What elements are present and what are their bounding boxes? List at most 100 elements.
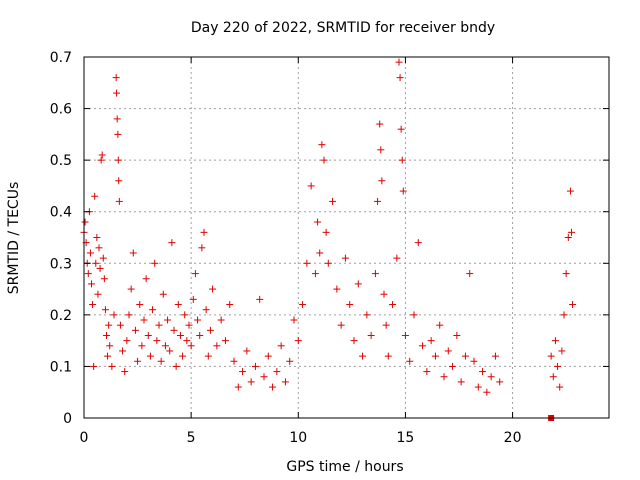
data-point bbox=[256, 295, 264, 303]
data-point bbox=[115, 197, 123, 205]
data-point bbox=[159, 290, 167, 298]
data-point bbox=[174, 301, 182, 309]
data-point bbox=[496, 378, 504, 386]
y-tick-label: 0.3 bbox=[50, 256, 72, 272]
data-point bbox=[157, 357, 165, 365]
data-point bbox=[164, 316, 172, 324]
data-point bbox=[183, 337, 191, 345]
data-point bbox=[202, 306, 210, 314]
data-point bbox=[123, 337, 131, 345]
data-point bbox=[125, 311, 133, 319]
data-point bbox=[341, 254, 349, 262]
y-axis-label: SRMTID / TECUs bbox=[6, 182, 22, 295]
data-point bbox=[127, 285, 135, 293]
data-point bbox=[187, 342, 195, 350]
data-point bbox=[176, 331, 184, 339]
data-point bbox=[558, 347, 566, 355]
data-point bbox=[487, 373, 495, 381]
data-point bbox=[350, 337, 358, 345]
x-tick-label: 15 bbox=[397, 430, 415, 446]
data-point bbox=[170, 326, 178, 334]
grid-lines bbox=[84, 57, 609, 418]
data-point bbox=[113, 89, 121, 97]
data-point bbox=[566, 187, 574, 195]
data-point bbox=[98, 151, 106, 159]
data-point bbox=[378, 177, 386, 185]
data-point bbox=[393, 254, 401, 262]
data-point bbox=[354, 280, 362, 288]
y-tick-label: 0.4 bbox=[50, 205, 72, 221]
data-point bbox=[346, 301, 354, 309]
data-point bbox=[88, 280, 95, 288]
data-point bbox=[314, 218, 322, 226]
data-point bbox=[151, 259, 159, 267]
data-point bbox=[131, 326, 139, 334]
data-point bbox=[286, 357, 294, 365]
data-point bbox=[89, 301, 97, 309]
data-point bbox=[427, 337, 435, 345]
x-tick-labels: 0 5 10 15 20 bbox=[80, 430, 522, 446]
data-point bbox=[474, 383, 482, 391]
data-point bbox=[226, 301, 234, 309]
data-point bbox=[384, 352, 392, 360]
data-point bbox=[397, 125, 405, 133]
data-point bbox=[333, 285, 341, 293]
data-point bbox=[129, 249, 137, 257]
data-point bbox=[367, 331, 375, 339]
data-point bbox=[114, 156, 122, 164]
data-point bbox=[461, 352, 469, 360]
y-tick-label: 0.6 bbox=[50, 102, 72, 118]
x-tick-label: 20 bbox=[504, 430, 522, 446]
data-point bbox=[371, 270, 379, 278]
data-point bbox=[277, 342, 285, 350]
data-point bbox=[91, 192, 99, 200]
data-point bbox=[374, 197, 382, 205]
data-point bbox=[307, 182, 315, 190]
data-point bbox=[100, 275, 108, 283]
data-point bbox=[172, 362, 180, 370]
data-point bbox=[196, 331, 204, 339]
data-point bbox=[194, 316, 202, 324]
data-point bbox=[389, 301, 397, 309]
data-point bbox=[103, 331, 110, 339]
data-point bbox=[396, 74, 404, 82]
data-point bbox=[110, 311, 118, 319]
data-point bbox=[136, 301, 144, 309]
data-point bbox=[359, 352, 367, 360]
data-point bbox=[146, 352, 154, 360]
data-point bbox=[191, 270, 199, 278]
data-point bbox=[466, 270, 474, 278]
data-point bbox=[380, 290, 388, 298]
data-point bbox=[213, 342, 221, 350]
data-point bbox=[453, 331, 461, 339]
data-point bbox=[121, 368, 129, 376]
data-point bbox=[119, 347, 127, 355]
data-point bbox=[84, 270, 92, 278]
data-point bbox=[92, 259, 100, 267]
data-point bbox=[273, 368, 281, 376]
data-point bbox=[247, 378, 255, 386]
data-point bbox=[179, 352, 187, 360]
data-point bbox=[436, 321, 444, 329]
data-point bbox=[221, 337, 229, 345]
data-point bbox=[189, 295, 197, 303]
data-point bbox=[204, 352, 212, 360]
data-point bbox=[431, 352, 439, 360]
data-point bbox=[324, 259, 332, 267]
data-point bbox=[104, 352, 112, 360]
data-point bbox=[144, 331, 152, 339]
data-point bbox=[81, 218, 89, 226]
data-point bbox=[491, 352, 499, 360]
data-point bbox=[140, 316, 148, 324]
data-point bbox=[363, 311, 371, 319]
chart-title: Day 220 of 2022, SRMTID for receiver bnd… bbox=[191, 20, 495, 36]
data-point bbox=[243, 347, 251, 355]
data-point bbox=[311, 270, 319, 278]
data-point bbox=[569, 301, 577, 309]
plot-frame bbox=[83, 56, 610, 419]
x-tick-label: 0 bbox=[80, 430, 89, 446]
data-point bbox=[320, 156, 328, 164]
data-point bbox=[299, 301, 307, 309]
data-point bbox=[90, 362, 98, 370]
data-point bbox=[556, 383, 564, 391]
